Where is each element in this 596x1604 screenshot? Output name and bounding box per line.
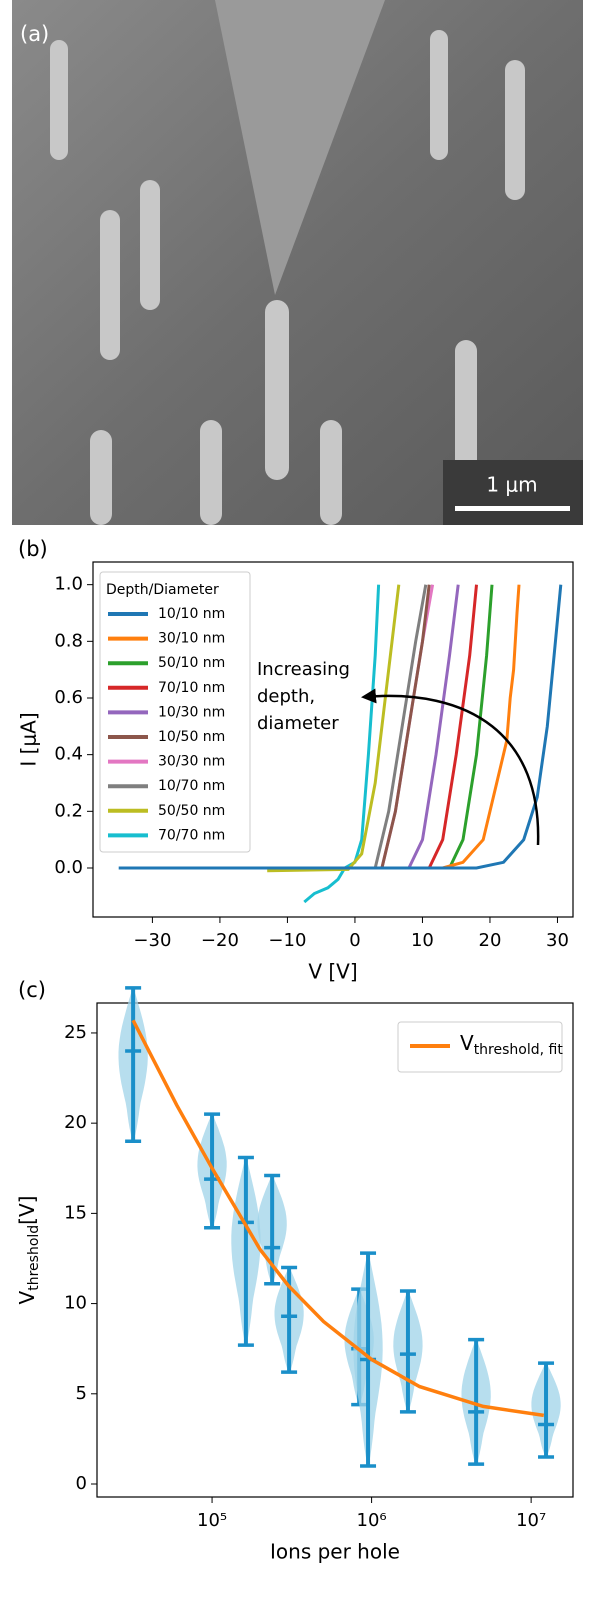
plot-frame (96, 1002, 574, 1498)
y-axis-label: Vthreshold[V] (15, 1196, 43, 1305)
y-tick-label: 0.0 (54, 857, 83, 878)
legend-label: 30/30 nm (158, 754, 225, 770)
y-tick-label: 5 (76, 1383, 87, 1404)
legend-label: 50/50 nm (158, 803, 225, 819)
iv-curve (303, 584, 381, 904)
probe-tip (215, 0, 385, 295)
legend-label: 30/10 nm (158, 631, 225, 647)
panel-label: (c) (18, 978, 46, 1002)
y-axis-label: I [μA] (17, 712, 41, 766)
x-tick-label: 10 (411, 930, 434, 951)
x-axis-label: Ions per hole (270, 1540, 400, 1564)
annotation: Increasing (257, 659, 350, 680)
x-tick-label: 10⁷ (516, 1510, 546, 1531)
x-tick-label: 10⁶ (357, 1510, 387, 1531)
panel-label: (b) (18, 537, 48, 561)
y-label-unit: [V] (15, 1196, 39, 1225)
legend-box (99, 571, 251, 853)
iv-curve (267, 584, 401, 873)
y-tick-label: 20 (64, 1112, 87, 1133)
y-tick-label: 15 (64, 1202, 87, 1223)
y-tick-label: 0.2 (54, 800, 83, 821)
y-tick-label: 0 (76, 1473, 87, 1494)
legend-box (397, 1021, 563, 1073)
x-tick-label: 30 (546, 930, 569, 951)
legend-label: 70/10 nm (158, 680, 225, 696)
scale-bar (455, 506, 570, 511)
scale-bar-label: 1 μm (486, 473, 537, 497)
y-tick-label: 0.6 (54, 687, 83, 708)
scale-bar-box (443, 460, 583, 525)
legend-label: 10/50 nm (158, 729, 225, 745)
y-tick-label: 10 (64, 1293, 87, 1314)
x-tick-label: 10⁵ (197, 1510, 227, 1531)
x-tick-label: −10 (268, 930, 306, 951)
plot-frame (92, 561, 574, 918)
x-tick-label: 0 (349, 930, 360, 951)
x-tick-label: −30 (133, 930, 171, 951)
legend-label-sub: threshold, fit (474, 1042, 564, 1058)
panel-label: (a) (20, 22, 49, 46)
legend-title: Depth/Diameter (106, 582, 219, 598)
x-axis-label: V [V] (308, 960, 357, 984)
iv-curve (152, 584, 521, 870)
annotation-arrow (361, 688, 540, 846)
x-tick-label: −20 (201, 930, 239, 951)
annotation: diameter (257, 713, 339, 734)
iv-curve (118, 584, 563, 870)
y-tick-label: 25 (64, 1022, 87, 1043)
legend-label: 10/10 nm (158, 606, 225, 622)
fit-curve (131, 1019, 545, 1418)
y-tick-label: 1.0 (54, 574, 83, 595)
legend-label-main: V (460, 1031, 474, 1055)
sem-image: (a) 1 μm (12, 0, 583, 525)
legend-label: 10/70 nm (158, 778, 225, 794)
y-tick-label: 0.8 (54, 630, 83, 651)
legend-label: 10/30 nm (158, 704, 225, 720)
legend-label: 70/70 nm (158, 827, 225, 843)
x-tick-label: 20 (479, 930, 502, 951)
y-tick-label: 0.4 (54, 744, 83, 765)
y-label-main: V (15, 1290, 39, 1304)
annotation: depth, (257, 686, 315, 707)
pillars (50, 30, 525, 525)
legend-label: Vthreshold, fit (460, 1031, 563, 1059)
legend-label: 50/10 nm (158, 655, 225, 671)
y-label-sub: threshold (26, 1225, 42, 1291)
